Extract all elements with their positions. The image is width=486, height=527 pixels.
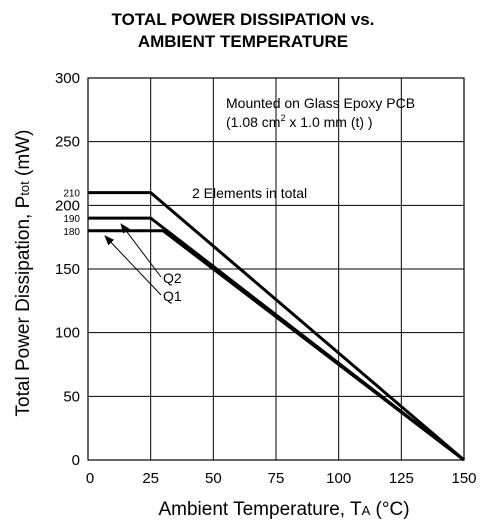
y-tick-label-small: 180 bbox=[63, 227, 80, 238]
condition-text-line-1: Mounted on Glass Epoxy PCB bbox=[226, 95, 415, 111]
condition-text-line-2: (1.08 cm2 x 1.0 mm (t) ) bbox=[226, 113, 373, 130]
x-axis-label: Ambient Temperature, TA (°C) bbox=[158, 499, 409, 520]
x-tick-label: 100 bbox=[326, 470, 351, 487]
arrow-q1 bbox=[104, 235, 162, 296]
y-tick-label: 300 bbox=[55, 70, 80, 87]
x-tick-label: 50 bbox=[205, 470, 222, 487]
x-axis-label-subscript: A bbox=[362, 503, 371, 518]
y-axis-label-unit: (mW) bbox=[13, 130, 34, 182]
arrow-q2 bbox=[120, 223, 162, 278]
plot-frame bbox=[87, 77, 465, 461]
y-tick-label: 250 bbox=[55, 134, 80, 151]
x-tick-label: 0 bbox=[86, 470, 94, 487]
y-tick-label: 100 bbox=[55, 325, 80, 342]
x-axis-label-text: Ambient Temperature, T bbox=[158, 499, 362, 520]
y-tick-label-small: 210 bbox=[63, 189, 80, 200]
y-tick-label: 50 bbox=[63, 388, 80, 405]
x-tick-label: 150 bbox=[451, 470, 476, 487]
y-tick-label-small: 190 bbox=[63, 214, 80, 225]
y-tick-label: 150 bbox=[55, 261, 80, 278]
condition-text-suffix: x 1.0 mm (t) ) bbox=[285, 114, 372, 130]
label-2-elements-in-total: 2 Elements in total bbox=[192, 185, 307, 201]
chart-title-line-2: AMBIENT TEMPERATURE bbox=[137, 32, 349, 51]
condition-text-superscript: 2 bbox=[280, 113, 285, 123]
series-line-1 bbox=[88, 191, 465, 462]
x-tick-label: 125 bbox=[389, 470, 414, 487]
y-tick-label: 0 bbox=[72, 452, 80, 469]
y-axis-label-subscript: tot bbox=[17, 181, 32, 196]
x-tick-label: 25 bbox=[142, 470, 159, 487]
x-tick-label: 75 bbox=[268, 470, 285, 487]
label-q2: Q2 bbox=[163, 270, 182, 286]
chart-title-line-1: TOTAL POWER DISSIPATION vs. bbox=[111, 10, 375, 29]
y-axis-label: Total Power Dissipation, Ptot (mW) bbox=[13, 130, 34, 417]
condition-text-prefix: (1.08 cm bbox=[226, 114, 280, 130]
y-tick-label: 200 bbox=[55, 197, 80, 214]
x-axis-label-unit: (°C) bbox=[370, 499, 409, 520]
y-axis-label-text: Total Power Dissipation, P bbox=[13, 196, 34, 417]
series-line-3 bbox=[88, 229, 465, 462]
label-q1: Q1 bbox=[163, 288, 182, 304]
